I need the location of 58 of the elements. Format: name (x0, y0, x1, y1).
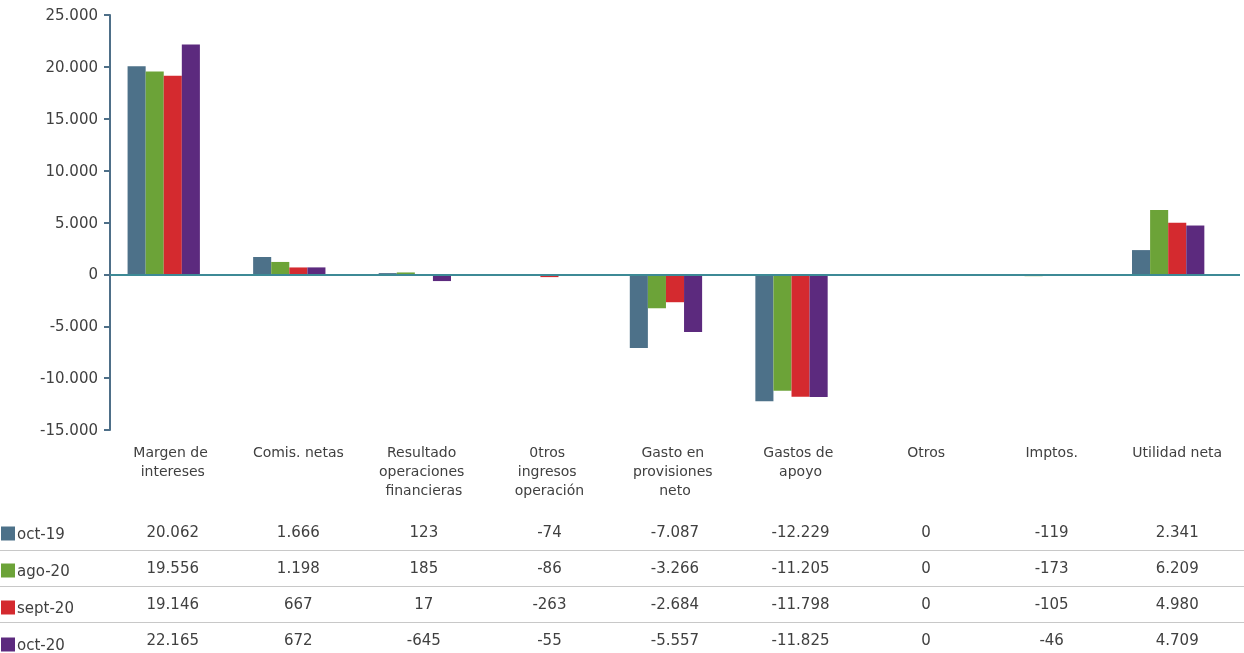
data-label: -2.684 (649, 594, 701, 615)
y-tick-label: 15.000 (45, 109, 98, 128)
data-label: -46 (1038, 630, 1065, 651)
y-tick-label: -10.000 (40, 369, 98, 388)
data-label: 4.709 (1154, 630, 1200, 651)
data-label: 19.556 (145, 558, 200, 579)
data-label: 0 (920, 594, 932, 615)
data-label: 4.980 (1154, 594, 1200, 615)
data-label: 6.209 (1154, 558, 1200, 579)
data-label: -645 (405, 630, 442, 651)
x-tick-label: Comis. netas (252, 443, 344, 460)
x-tick-label: Margen de intereses (133, 443, 213, 479)
x-tick-label: Gastos de apoyo (763, 443, 838, 479)
data-label: 185 (408, 558, 440, 579)
legend-label: oct-19 (17, 524, 65, 543)
data-label: 123 (408, 522, 440, 543)
data-label: -11.798 (770, 594, 831, 615)
data-label: 20.062 (145, 522, 200, 543)
legend-label: oct-20 (17, 635, 65, 653)
data-label: 0 (920, 558, 932, 579)
data-label: 1.198 (275, 558, 321, 579)
data-label: 0 (920, 630, 932, 651)
data-label: -263 (531, 594, 568, 615)
x-tick-label: Otros (907, 443, 946, 460)
y-tick-label: -15.000 (40, 421, 98, 439)
data-label: -119 (1033, 522, 1070, 543)
data-label: -11.205 (770, 558, 831, 579)
y-tick-label: 10.000 (45, 161, 98, 180)
data-label: -5.557 (649, 630, 701, 651)
data-label: 17 (413, 594, 435, 615)
data-label: 667 (283, 594, 314, 615)
legend-label: ago-20 (17, 561, 70, 580)
data-label: -74 (536, 522, 563, 543)
data-label: 19.146 (145, 594, 200, 615)
data-label: -12.229 (770, 522, 831, 543)
data-label: -3.266 (649, 558, 701, 579)
x-tick-label: Resultado operaciones financieras (378, 443, 469, 498)
data-label: 22.165 (145, 630, 200, 651)
data-label: -11.825 (770, 630, 831, 651)
data-label: -86 (536, 558, 563, 579)
y-tick-label: 20.000 (45, 57, 98, 76)
x-tick-label: Utilidad neta (1132, 443, 1223, 460)
x-tick-label: Gasto en provisiones neto (632, 443, 718, 498)
x-tick-label: Imptos. (1025, 443, 1078, 460)
data-label: -7.087 (649, 522, 701, 543)
y-tick-label: 25.000 (45, 6, 98, 24)
data-label: -105 (1033, 594, 1070, 615)
data-label: 2.341 (1154, 522, 1200, 543)
data-label: -55 (536, 630, 563, 651)
y-tick-label: 5.000 (55, 213, 98, 232)
data-label: 672 (283, 630, 314, 651)
y-tick-label: -5.000 (49, 317, 98, 336)
data-label: 0 (920, 522, 932, 543)
y-tick-label: 0 (88, 265, 98, 284)
x-tick-label: 0tros ingresos operación (514, 443, 585, 498)
legend-label: sept-20 (17, 598, 74, 617)
data-label: -173 (1033, 558, 1070, 579)
data-label: 1.666 (275, 522, 321, 543)
